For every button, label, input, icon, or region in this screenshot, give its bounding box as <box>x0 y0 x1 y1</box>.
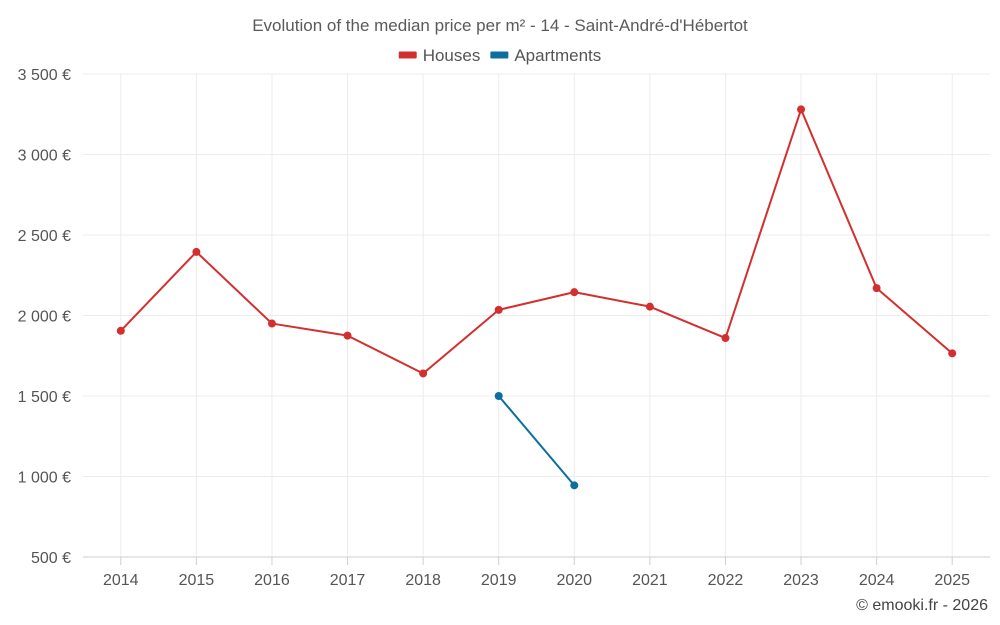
x-tick-label: 2021 <box>632 572 668 589</box>
y-tick-label: 1 000 € <box>18 470 71 487</box>
grid <box>83 73 990 558</box>
y-tick-label: 3 000 € <box>18 148 71 165</box>
legend-swatch <box>490 51 509 59</box>
data-point-houses[interactable] <box>570 288 579 297</box>
x-tick-label: 2014 <box>103 572 139 589</box>
x-tick-label: 2025 <box>934 572 970 589</box>
x-tick-label: 2024 <box>859 572 895 589</box>
y-axis: 500 € 1 000 € 1 500 € 2 000 € 2 500 € 3 000 €… <box>18 67 71 567</box>
y-tick-label: 2 500 € <box>18 228 71 245</box>
x-tick-label: 2023 <box>783 572 819 589</box>
credit-text: © emooki.fr - 2026 <box>856 597 988 614</box>
data-point-houses[interactable] <box>267 319 276 328</box>
series-layer <box>116 105 957 490</box>
x-tick-label: 2020 <box>556 572 592 589</box>
y-tick-label: 3 500 € <box>18 67 71 84</box>
legend-label: Apartments <box>514 46 601 65</box>
legend[interactable]: Houses Apartments <box>398 46 602 65</box>
data-point-houses[interactable] <box>116 326 125 335</box>
y-tick-label: 2 000 € <box>18 309 71 326</box>
data-point-apartments[interactable] <box>570 481 579 490</box>
data-point-houses[interactable] <box>343 331 352 340</box>
x-tick-label: 2016 <box>254 572 290 589</box>
x-tick-label: 2018 <box>405 572 441 589</box>
series-line-houses <box>120 108 953 375</box>
data-point-houses[interactable] <box>419 369 428 378</box>
data-point-houses[interactable] <box>797 105 806 114</box>
legend-item-houses[interactable]: Houses <box>398 46 481 65</box>
legend-swatch <box>398 51 417 59</box>
chart-title: Evolution of the median price per m² - 1… <box>252 16 748 35</box>
legend-item-apartments[interactable]: Apartments <box>490 46 601 65</box>
data-point-houses[interactable] <box>494 305 503 314</box>
x-tick-label: 2019 <box>481 572 517 589</box>
x-axis: 2014 2015 2016 2017 2018 2019 2020 2021 2022 2023… <box>103 557 970 589</box>
data-point-houses[interactable] <box>872 284 881 293</box>
x-tick-label: 2022 <box>708 572 744 589</box>
x-tick-label: 2015 <box>179 572 215 589</box>
series-line-apartments <box>497 395 576 487</box>
y-tick-label: 1 500 € <box>18 389 71 406</box>
data-point-houses[interactable] <box>721 334 730 343</box>
y-tick-label: 500 € <box>31 550 71 567</box>
data-point-houses[interactable] <box>948 349 957 358</box>
data-point-houses[interactable] <box>645 302 654 311</box>
data-point-apartments[interactable] <box>494 392 503 400</box>
data-point-houses[interactable] <box>192 247 201 256</box>
legend-label: Houses <box>423 46 481 65</box>
x-tick-label: 2017 <box>330 572 366 589</box>
